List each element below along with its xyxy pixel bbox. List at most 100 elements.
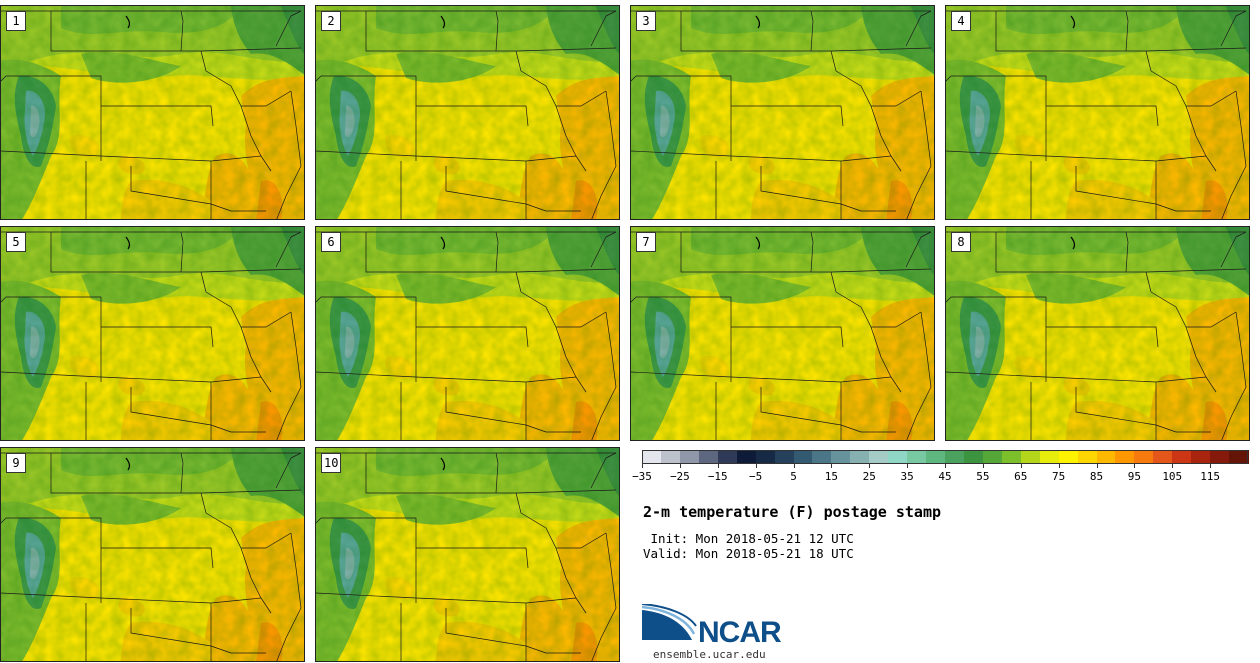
colorbar-swatch [888, 450, 908, 464]
colorbar-swatch [1191, 450, 1211, 464]
colorbar-swatch [907, 450, 927, 464]
colorbar-tick-label: 5 [790, 470, 797, 483]
logo-url: ensemble.ucar.edu [653, 648, 766, 661]
temperature-map [1, 448, 305, 662]
colorbar-swatch [982, 450, 1003, 464]
colorbar-tick [1096, 464, 1098, 468]
member-number-label: 9 [6, 453, 26, 473]
temperature-map [316, 6, 620, 220]
colorbar-tick [755, 464, 757, 468]
colorbar-tick [945, 464, 946, 468]
ensemble-member-map-6: 6 [315, 226, 620, 441]
temperature-map [631, 227, 935, 441]
colorbar-swatch [869, 450, 889, 464]
member-number-label: 8 [951, 232, 971, 252]
colorbar-tick-label: −5 [749, 470, 763, 483]
colorbar-tick-label: 15 [824, 470, 838, 483]
ensemble-member-map-9: 9 [0, 447, 305, 662]
colorbar-swatch [1077, 450, 1097, 464]
colorbar-tick-label: 95 [1127, 470, 1141, 483]
colorbar-swatch [679, 450, 700, 464]
temperature-map [1, 227, 305, 441]
colorbar-swatch [1229, 450, 1249, 464]
colorbar-tick-label: 25 [862, 470, 876, 483]
colorbar-swatch [1153, 450, 1173, 464]
colorbar-swatch [1172, 450, 1192, 464]
colorbar-swatch [963, 450, 984, 464]
colorbar-swatch [793, 450, 813, 464]
colorbar: −35 −25 −15 −5 5 15 25 35 45 55 65 75 85 95 105 115 [632, 450, 1249, 486]
colorbar-tick-label: −15 [707, 470, 728, 483]
colorbar-tick [1210, 464, 1212, 468]
ensemble-member-map-2: 2 [315, 5, 620, 220]
colorbar-tick-label: −35 [632, 470, 652, 483]
colorbar-swatch [1134, 450, 1154, 464]
member-number-label: 3 [636, 11, 656, 31]
ensemble-member-map-5: 5 [0, 226, 305, 441]
colorbar-tick [869, 464, 871, 468]
member-number-label: 7 [636, 232, 656, 252]
valid-time: Valid: Mon 2018-05-21 18 UTC [643, 546, 854, 561]
colorbar-tick-label: 45 [938, 470, 952, 483]
temperature-map [631, 6, 935, 220]
colorbar-tick [679, 464, 681, 468]
colorbar-swatch [736, 450, 757, 464]
colorbar-tick [793, 464, 795, 468]
member-number-label: 2 [321, 11, 341, 31]
colorbar-tick [1020, 464, 1022, 468]
colorbar-tick [1172, 464, 1174, 468]
ncar-logo [642, 604, 697, 640]
colorbar-swatch [1096, 450, 1116, 464]
ensemble-member-map-7: 7 [630, 226, 935, 441]
ensemble-member-map-3: 3 [630, 5, 935, 220]
colorbar-swatch [755, 450, 776, 464]
colorbar-frame [642, 450, 1248, 464]
colorbar-swatch [926, 450, 946, 464]
colorbar-swatch [812, 450, 832, 464]
member-number-label: 1 [6, 11, 26, 31]
colorbar-tick-label: 115 [1200, 470, 1221, 483]
temperature-map [316, 227, 620, 441]
plot-title: 2-m temperature (F) postage stamp [643, 503, 942, 521]
logo-text: NCAR [698, 616, 782, 649]
colorbar-tick-label: 65 [1014, 470, 1028, 483]
ensemble-member-map-8: 8 [945, 226, 1250, 441]
temperature-map [946, 227, 1250, 441]
ensemble-member-map-1: 1 [0, 5, 305, 220]
temperature-map [1, 6, 305, 220]
colorbar-swatch [1001, 450, 1022, 464]
colorbar-tick-label: 85 [1089, 470, 1104, 483]
member-number-label: 5 [6, 232, 26, 252]
member-number-label: 6 [321, 232, 341, 252]
temperature-map [316, 448, 620, 662]
ensemble-member-map-4: 4 [945, 5, 1250, 220]
colorbar-swatch [850, 450, 870, 464]
colorbar-tick-label: 35 [900, 470, 914, 483]
colorbar-tick [982, 464, 984, 468]
colorbar-swatch [774, 450, 794, 464]
temperature-map [946, 6, 1250, 220]
init-time: Init: Mon 2018-05-21 12 UTC [643, 531, 854, 546]
member-number-label: 10 [321, 453, 342, 473]
colorbar-swatch [1210, 450, 1230, 464]
colorbar-tick [1134, 464, 1136, 468]
colorbar-swatch [945, 450, 965, 464]
colorbar-tick [831, 464, 833, 468]
colorbar-tick [907, 464, 909, 468]
colorbar-tick [1058, 464, 1060, 468]
colorbar-swatch [642, 450, 662, 464]
colorbar-tick [717, 464, 719, 468]
colorbar-swatch [660, 450, 681, 464]
colorbar-swatch [1020, 450, 1041, 464]
colorbar-swatch [1058, 450, 1079, 464]
colorbar-swatch [1039, 450, 1060, 464]
colorbar-swatch [831, 450, 851, 464]
colorbar-tick-label: 55 [976, 470, 990, 483]
colorbar-tick-label: 105 [1162, 470, 1183, 483]
colorbar-tick [642, 464, 643, 468]
colorbar-swatch [717, 450, 738, 464]
colorbar-tick-label: 75 [1052, 470, 1066, 483]
colorbar-swatch [1115, 450, 1135, 464]
member-number-label: 4 [951, 11, 971, 31]
colorbar-swatch [698, 450, 719, 464]
